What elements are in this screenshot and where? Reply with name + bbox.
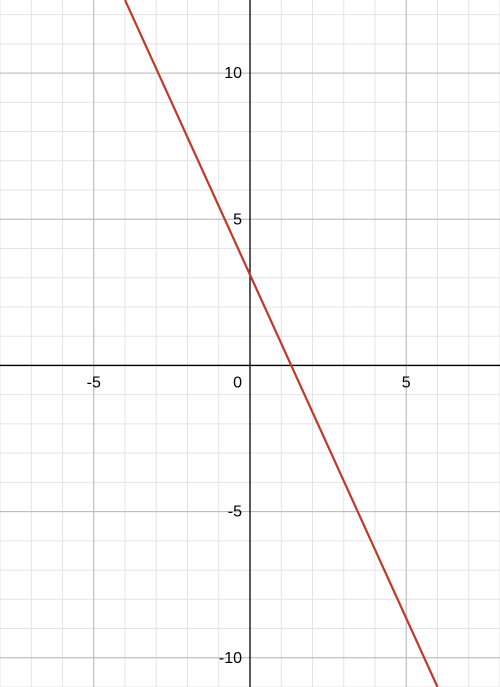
y-tick-label: 5 bbox=[233, 211, 242, 228]
chart-container: -5 0 5 -10 -5 5 10 bbox=[0, 0, 500, 687]
y-tick-label: -10 bbox=[219, 650, 242, 667]
y-tick-label: -5 bbox=[228, 504, 242, 521]
x-tick-label: -5 bbox=[87, 374, 101, 391]
y-tick-label: 10 bbox=[224, 65, 242, 82]
x-tick-label: 0 bbox=[233, 374, 242, 391]
x-tick-label: 5 bbox=[402, 374, 411, 391]
line-chart: -5 0 5 -10 -5 5 10 bbox=[0, 0, 500, 687]
